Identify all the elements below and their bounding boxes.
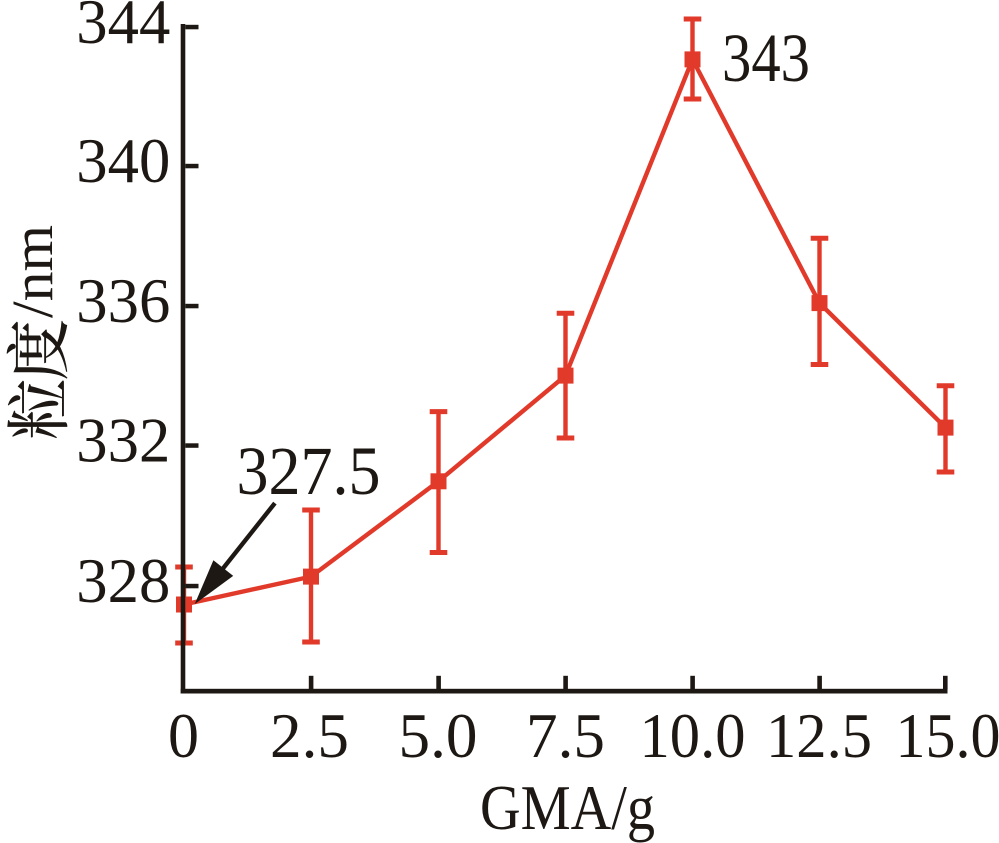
- svg-text:332: 332: [76, 405, 170, 476]
- svg-text:327.5: 327.5: [237, 433, 381, 509]
- svg-text:5.0: 5.0: [399, 700, 478, 771]
- svg-text:10.0: 10.0: [640, 700, 746, 771]
- svg-text:328: 328: [76, 545, 170, 616]
- svg-text:0: 0: [168, 700, 199, 771]
- svg-text:343: 343: [722, 20, 810, 96]
- svg-text:344: 344: [76, 0, 170, 57]
- svg-text:340: 340: [76, 125, 170, 196]
- svg-text:GMA/g: GMA/g: [480, 772, 655, 843]
- svg-text:15.0: 15.0: [896, 700, 999, 771]
- svg-text:336: 336: [76, 265, 170, 336]
- svg-text:2.5: 2.5: [270, 700, 349, 771]
- svg-text:12.5: 12.5: [766, 700, 872, 771]
- svg-text:/nm: /nm: [0, 225, 65, 318]
- svg-text:7.5: 7.5: [526, 700, 605, 771]
